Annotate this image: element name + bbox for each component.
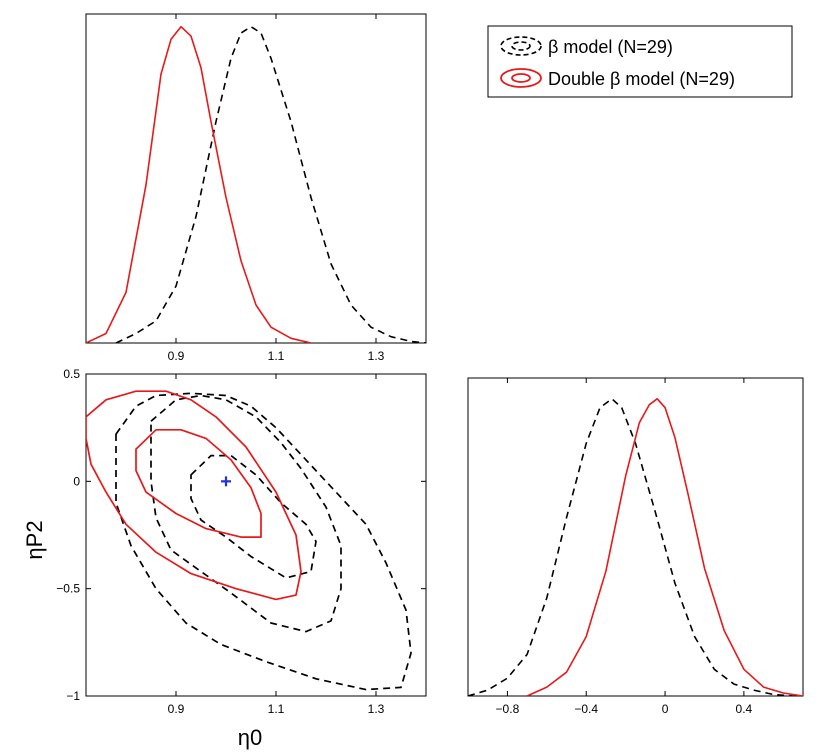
plot-area [468,397,803,696]
y-axis-label: ηP2 [22,520,47,559]
contour-double-model-n-29-outer [86,390,302,601]
series-line-double-model-n-29 [86,25,312,343]
legend-symbol-beta [500,36,542,56]
legend-symbol-double-beta [500,68,542,88]
contour-model-n-29-outer [150,394,342,633]
x-tick-label: 1.1 [268,349,285,363]
plot-area [86,25,426,343]
contour-double-model-n-29-inner [135,428,262,538]
x-tick-label: 1.1 [268,702,285,716]
plot-area [86,390,412,691]
y-tick-label: 0 [73,474,80,488]
x-axis-label: η0 [238,725,262,750]
eta0-marginal-panel [85,13,427,344]
x-tick-label: 0.9 [168,349,185,363]
fiducial-marker [221,476,231,487]
y-tick-label: 0.5 [63,367,80,381]
contour-model-n-29-inner [190,454,317,579]
x-tick-label: −0.8 [496,702,520,716]
y-tick-label: −0.5 [56,582,80,596]
legend: β model (N=29) Double β model (N=29) [487,25,793,98]
joint-contour-panel [85,373,427,697]
x-tick-label: 1.3 [368,702,385,716]
series-line-model-n-29 [468,397,794,696]
joint-contour-plot: 0.9 1.1 1.3 0.5 0 −0.5 −1 [56,367,426,716]
x-tick-label: 0.9 [168,702,185,716]
series-line-double-model-n-29 [526,397,803,696]
x-tick-label: 0.4 [736,702,753,716]
legend-label-beta: β model (N=29) [548,37,673,57]
x-tick-label: 0 [662,702,669,716]
legend-label-double-beta: Double β model (N=29) [548,69,735,89]
series-line-model-n-29 [115,25,426,343]
etaP2-marginal-panel [467,377,804,697]
x-tick-label: 1.3 [368,349,385,363]
x-tick-label: −0.4 [574,702,598,716]
contour-model-n-29-outermost [115,392,412,691]
etaP2-marginal-plot: −0.8 −0.4 0 0.4 [468,378,803,716]
eta0-marginal-plot: 0.9 1.1 1.3 [86,14,426,363]
legend-box [487,25,793,98]
y-tick-label: −1 [66,689,80,703]
